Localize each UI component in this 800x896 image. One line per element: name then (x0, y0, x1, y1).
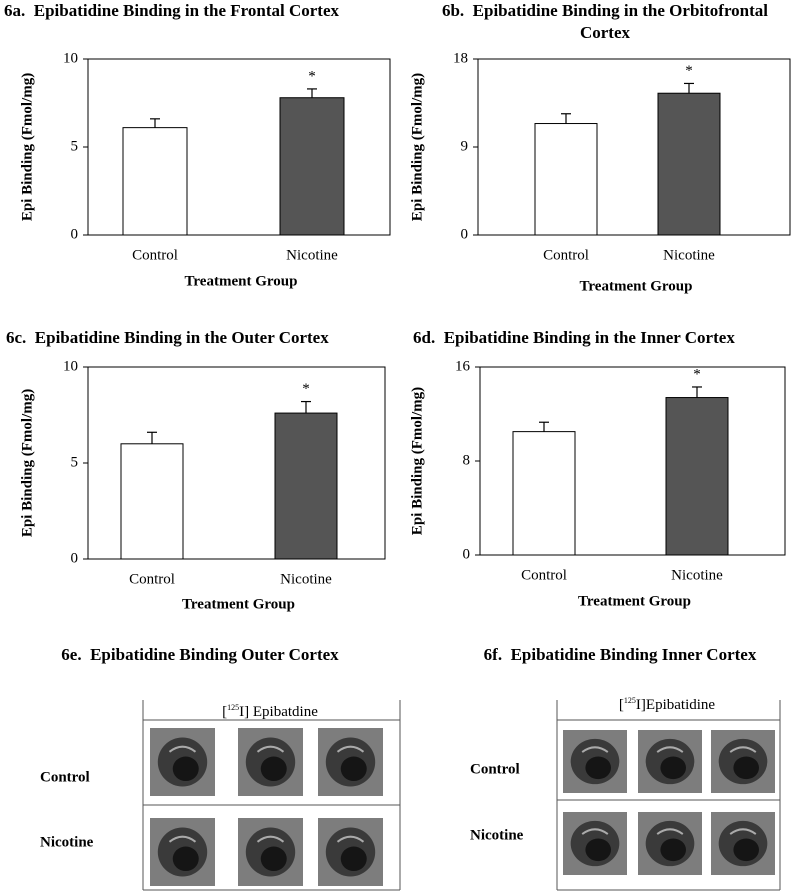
bar (274, 412, 338, 560)
brain-image (336, 745, 365, 753)
y-tick-label: 10 (63, 50, 78, 66)
y-tick-label: 16 (455, 358, 471, 374)
row-label: Nicotine (470, 827, 524, 843)
y-tick-label: 10 (63, 358, 78, 374)
header-suffix: I]Epibatidine (636, 697, 715, 713)
brain-image (585, 838, 611, 862)
chart-title: 6d. Epibatidine Binding in the Inner Cor… (413, 328, 735, 347)
x-tick-label: Control (521, 567, 567, 583)
y-axis-label: Epi Binding (Fmol/mg) (409, 73, 425, 221)
y-tick-label: 9 (461, 138, 469, 154)
bar (512, 431, 576, 556)
bar (657, 92, 721, 236)
x-tick-label: Nicotine (671, 567, 723, 583)
x-tick-label: Nicotine (280, 571, 332, 587)
x-tick-label: Nicotine (663, 247, 715, 263)
brain-image (256, 835, 285, 843)
chart-title: 6c. Epibatidine Binding in the Outer Cor… (6, 328, 329, 347)
brain-image (581, 746, 609, 753)
brain-image (256, 745, 285, 753)
plot-frame (477, 58, 791, 236)
significance-marker: * (302, 381, 310, 397)
y-tick-label: 0 (461, 226, 469, 242)
x-axis-label: Treatment Group (182, 596, 295, 612)
image-header: [125I]Epibatidine (619, 696, 715, 714)
brain-image (660, 756, 686, 780)
significance-marker: * (685, 63, 693, 79)
y-axis-label: Epi Binding (Fmol/mg) (19, 73, 35, 221)
header-superscript: 125 (624, 696, 636, 705)
bar (534, 123, 598, 236)
brain-image (660, 838, 686, 862)
brain-image (656, 828, 684, 835)
chart-title: 6a. Epibatidine Binding in the Frontal C… (4, 1, 340, 20)
image-header: [125I] Epibatdine (222, 703, 318, 721)
bar (665, 397, 729, 556)
y-axis-label: Epi Binding (Fmol/mg) (409, 387, 425, 535)
brain-image (729, 828, 757, 835)
brain-image (168, 835, 197, 843)
y-tick-label: 0 (71, 550, 79, 566)
header-prefix: [ (619, 697, 624, 713)
chart-title: 6b. Epibatidine Binding in the Orbitofro… (441, 1, 773, 42)
x-axis-label: Treatment Group (185, 273, 298, 289)
y-tick-label: 0 (71, 226, 79, 242)
bar (120, 443, 184, 560)
y-tick-label: 18 (453, 50, 468, 66)
y-tick-label: 0 (463, 546, 471, 562)
row-label: Control (40, 769, 90, 785)
brain-image (581, 828, 609, 835)
y-tick-label: 5 (71, 138, 79, 154)
x-axis-label: Treatment Group (578, 593, 691, 609)
panel-title: 6f. Epibatidine Binding Inner Cortex (483, 645, 757, 664)
brain-image (729, 746, 757, 753)
significance-marker: * (308, 68, 316, 84)
row-label: Control (470, 761, 520, 777)
brain-image (733, 756, 759, 780)
x-axis-label: Treatment Group (580, 278, 693, 294)
x-tick-label: Control (132, 247, 178, 263)
x-tick-label: Control (543, 247, 589, 263)
header-superscript: 125 (227, 703, 239, 712)
significance-marker: * (693, 366, 701, 382)
brain-image (656, 746, 684, 753)
bar (122, 127, 188, 236)
panel-title: 6e. Epibatidine Binding Outer Cortex (61, 645, 339, 664)
y-axis-label: Epi Binding (Fmol/mg) (19, 389, 35, 537)
header-prefix: [ (222, 704, 227, 720)
brain-image (336, 835, 365, 843)
row-label: Nicotine (40, 834, 94, 850)
brain-image (585, 756, 611, 780)
brain-image (260, 756, 287, 782)
y-tick-label: 5 (71, 454, 79, 470)
brain-image (172, 846, 199, 872)
x-tick-label: Control (129, 571, 175, 587)
brain-image (260, 846, 287, 872)
brain-image (172, 756, 199, 782)
header-suffix: I] Epibatdine (239, 704, 318, 720)
brain-image (733, 838, 759, 862)
x-tick-label: Nicotine (286, 247, 338, 263)
brain-image (168, 745, 197, 753)
y-tick-label: 8 (463, 452, 471, 468)
brain-image (340, 756, 367, 782)
bar (279, 97, 345, 236)
brain-image (340, 846, 367, 872)
